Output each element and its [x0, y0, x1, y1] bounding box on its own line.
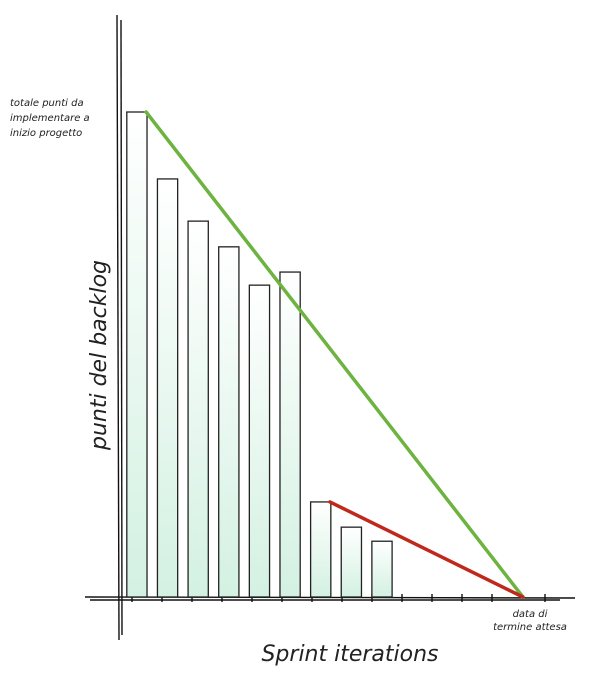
start-annotation: totale punti da [10, 98, 84, 109]
trend-line [328, 500, 525, 599]
x-tick-marks [131, 594, 546, 602]
bar [371, 540, 393, 598]
bar [156, 178, 179, 598]
end-annotation: data di [513, 609, 548, 620]
bar [309, 501, 332, 598]
start-annotation: inizio progetto [10, 128, 82, 139]
y-axis-stroke [120, 19, 123, 636]
bar [126, 111, 148, 598]
bar [248, 284, 271, 598]
bar [279, 271, 301, 598]
bar [218, 246, 240, 598]
start-annotation: implementare a [10, 113, 90, 124]
end-annotation: termine attesa [493, 622, 567, 633]
y-axis-title: punti del backlog [87, 260, 112, 451]
y-axis [116, 14, 120, 641]
trend-line [144, 110, 525, 599]
x-axis-title: Sprint iterations [261, 642, 438, 667]
bar [340, 526, 363, 598]
bar [187, 220, 209, 598]
